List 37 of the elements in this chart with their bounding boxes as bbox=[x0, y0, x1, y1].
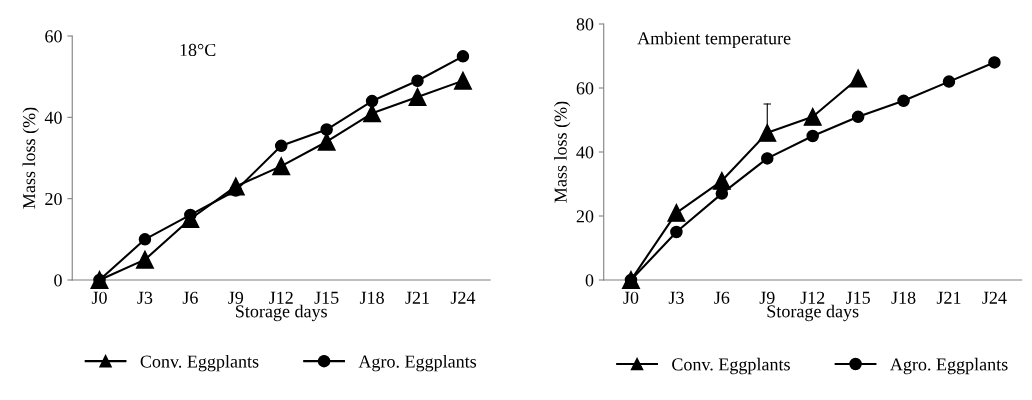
x-axis-title: Storage days bbox=[767, 304, 859, 322]
x-tick-label: J24 bbox=[450, 291, 476, 304]
x-axis-title: Storage days bbox=[236, 304, 327, 322]
x-tick-label: J0 bbox=[623, 291, 639, 304]
y-axis-title: Mass loss (%) bbox=[554, 101, 571, 203]
y-tick-label: 80 bbox=[576, 18, 594, 31]
y-tick-label: 40 bbox=[576, 146, 594, 159]
x-tick-label: J24 bbox=[982, 291, 1007, 304]
x-tick-label: J0 bbox=[91, 291, 107, 304]
y-tick-label: 60 bbox=[576, 82, 594, 95]
y-tick-label: 20 bbox=[576, 210, 594, 223]
x-tick-label: J9 bbox=[228, 291, 244, 304]
y-axis-title: Mass loss (%) bbox=[22, 107, 39, 209]
x-tick-label: J15 bbox=[314, 291, 339, 304]
y-tick-label: 40 bbox=[44, 111, 62, 124]
legend-label: Conv. Eggplants bbox=[672, 357, 790, 375]
x-tick-label: J18 bbox=[359, 291, 384, 304]
x-tick-label: J9 bbox=[759, 291, 775, 304]
x-tick-label: J15 bbox=[845, 291, 870, 304]
x-tick-label: J21 bbox=[936, 291, 961, 304]
chart-title: 18°C bbox=[180, 43, 216, 57]
x-tick-label: J18 bbox=[891, 291, 916, 304]
y-tick-label: 0 bbox=[585, 274, 594, 287]
y-tick-label: 20 bbox=[45, 192, 62, 206]
x-tick-label: J6 bbox=[182, 291, 198, 304]
x-tick-label: J3 bbox=[668, 291, 684, 304]
legend-label: Agro. Eggplants bbox=[358, 354, 477, 372]
legend-label: Agro. Eggplants bbox=[890, 357, 1008, 375]
legend-label: Conv. Eggplants bbox=[140, 354, 259, 372]
chart-title: Ambient temperature bbox=[637, 31, 791, 49]
x-tick-label: J21 bbox=[405, 291, 429, 304]
y-tick-label: 0 bbox=[54, 274, 62, 287]
x-tick-label: J12 bbox=[269, 291, 293, 304]
x-tick-label: J12 bbox=[800, 291, 825, 304]
x-tick-label: J3 bbox=[137, 291, 153, 304]
x-tick-label: J6 bbox=[714, 291, 730, 304]
y-tick-label: 60 bbox=[45, 30, 62, 43]
